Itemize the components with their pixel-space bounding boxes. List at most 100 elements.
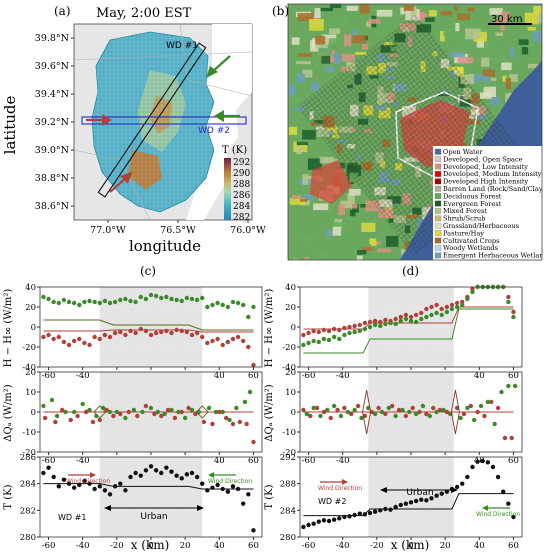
wind-arrows: [86, 55, 240, 193]
data-point: [509, 435, 514, 441]
legend-label: Mixed Forest: [443, 207, 487, 215]
data-point: [511, 314, 516, 320]
data-point: [172, 415, 178, 421]
ytick-label: 282: [20, 506, 36, 516]
data-point: [92, 299, 97, 305]
data-point: [480, 458, 485, 464]
data-point: [506, 299, 511, 305]
landcover-patch: [307, 158, 323, 170]
ytick-label: -10: [22, 428, 36, 438]
data-point: [427, 413, 432, 419]
data-point: [123, 332, 128, 338]
legend-swatch: [434, 230, 442, 236]
data-point: [83, 409, 89, 415]
data-point: [234, 405, 239, 411]
xtick-label: -20: [370, 541, 384, 551]
data-point: [153, 293, 159, 299]
data-point: [215, 482, 220, 488]
data-point: [237, 419, 242, 425]
data-point: [419, 316, 424, 322]
data-point: [71, 485, 77, 490]
data-point: [200, 481, 205, 486]
trend-line: [303, 308, 514, 354]
data-point: [321, 518, 327, 523]
a-xtick-label: 76.5°W: [160, 225, 196, 236]
data-point: [321, 327, 327, 333]
ytick-label: -20: [22, 448, 36, 458]
data-point: [444, 309, 450, 315]
data-point: [92, 486, 97, 492]
data-point: [133, 470, 138, 476]
landcover-patch: [440, 11, 452, 16]
landcover-patch: [428, 10, 437, 17]
data-point: [107, 300, 113, 306]
data-point: [220, 342, 225, 348]
data-point: [54, 413, 60, 419]
landcover-patch: [302, 69, 313, 78]
data-point: [482, 413, 487, 419]
landcover-patch: [288, 84, 297, 96]
landcover-patch: [377, 248, 392, 253]
data-point: [205, 488, 210, 493]
data-point: [352, 329, 357, 335]
data-point: [372, 318, 378, 324]
data-point: [301, 332, 306, 338]
landcover-patch: [533, 5, 542, 14]
data-point: [475, 459, 480, 464]
a-ytick-label: 38.8°N: [35, 173, 69, 184]
xtick-label: 20: [180, 541, 191, 551]
data-point: [439, 491, 444, 496]
landcover-patch: [340, 200, 353, 209]
data-point: [511, 309, 516, 315]
data-point: [502, 435, 508, 441]
data-point: [367, 510, 373, 516]
landcover-patch: [489, 96, 500, 106]
data-point: [87, 481, 92, 486]
data-point: [42, 415, 48, 421]
data-point: [61, 297, 67, 303]
legend-box: [433, 146, 542, 260]
landcover-patch: [455, 23, 460, 32]
a-xtick-label: 77.0°W: [90, 225, 126, 236]
data-point: [162, 411, 167, 417]
landcover-patch: [368, 18, 381, 24]
data-point: [82, 478, 87, 484]
data-point: [311, 405, 316, 411]
data-point: [347, 324, 352, 330]
landcover-patch: [509, 74, 518, 82]
landcover-patch: [304, 256, 309, 260]
data-point: [388, 507, 393, 512]
data-point: [454, 304, 460, 310]
ytick-label: 0: [291, 408, 296, 418]
data-point: [230, 484, 236, 489]
landcover-patch: [386, 235, 399, 247]
data-point: [235, 334, 241, 340]
ytick-label: -20: [282, 343, 296, 353]
data-point: [335, 407, 340, 413]
xtick-label: -60: [42, 371, 56, 381]
data-point: [53, 419, 58, 425]
xtick-label: -40: [76, 541, 90, 551]
data-point: [131, 407, 137, 413]
data-point: [359, 415, 364, 421]
plot-frame: [299, 456, 523, 538]
data-point: [41, 470, 46, 476]
landcover-patch: [309, 19, 324, 31]
c-transition-marker: [93, 405, 107, 419]
ytick-label: 280: [20, 533, 36, 543]
data-point: [60, 407, 65, 413]
data-point: [220, 409, 225, 415]
data-point: [126, 409, 131, 415]
data-point: [251, 439, 256, 445]
ytick-label: 20: [285, 303, 296, 313]
data-point: [420, 403, 426, 409]
data-point: [495, 474, 501, 480]
landcover-patch: [501, 62, 512, 71]
data-point: [506, 294, 511, 300]
data-point: [362, 512, 368, 517]
landcover-patch: [319, 7, 334, 12]
landcover-patch: [333, 52, 341, 65]
data-point: [372, 509, 378, 514]
data-point: [398, 314, 403, 320]
